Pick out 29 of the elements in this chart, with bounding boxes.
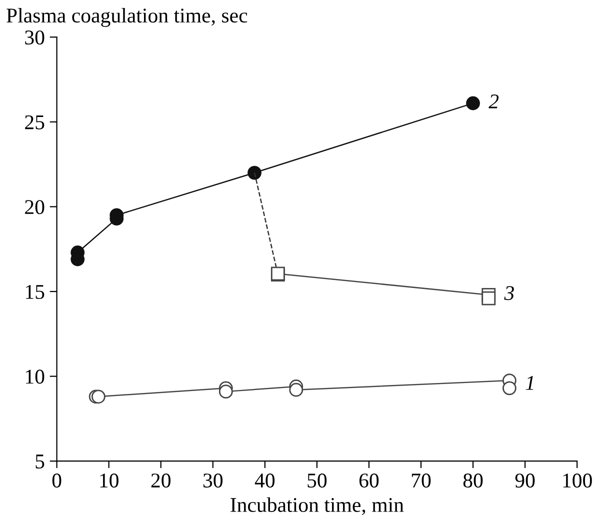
point xyxy=(91,390,106,404)
x-tick-label: 100 xyxy=(563,474,592,488)
x-tick-label: 40 xyxy=(254,474,275,488)
y-tick-label: 5 xyxy=(36,454,44,469)
x-tick-label: 50 xyxy=(308,474,327,488)
point xyxy=(248,166,262,180)
x-tick-label: 80 xyxy=(463,474,483,488)
y-axis-title: Plasma coagulation time, sec xyxy=(6,8,248,27)
point xyxy=(289,382,304,397)
x-axis-title: Incubation time, min xyxy=(230,497,404,516)
x-tick-label: 0 xyxy=(52,474,62,488)
point xyxy=(482,291,496,306)
x-tick-label: 60 xyxy=(359,474,379,488)
series-label: 3 xyxy=(504,286,514,300)
x-tick-label: 30 xyxy=(203,474,223,488)
x-tick-label: 70 xyxy=(412,474,431,488)
y-tick-label: 30 xyxy=(25,30,44,45)
series-label: 1 xyxy=(526,376,534,390)
point xyxy=(502,381,516,396)
x-tick-label: 20 xyxy=(151,474,170,488)
x-tick-label: 90 xyxy=(515,474,535,488)
y-tick-label: 25 xyxy=(25,115,44,130)
y-tick-label: 10 xyxy=(26,370,44,384)
point xyxy=(466,96,480,110)
y-tick-label: 20 xyxy=(25,200,44,214)
series-label: 2 xyxy=(488,94,499,108)
point xyxy=(218,384,233,399)
x-tick-label: 10 xyxy=(100,474,118,488)
y-tick-label: 15 xyxy=(26,284,44,299)
